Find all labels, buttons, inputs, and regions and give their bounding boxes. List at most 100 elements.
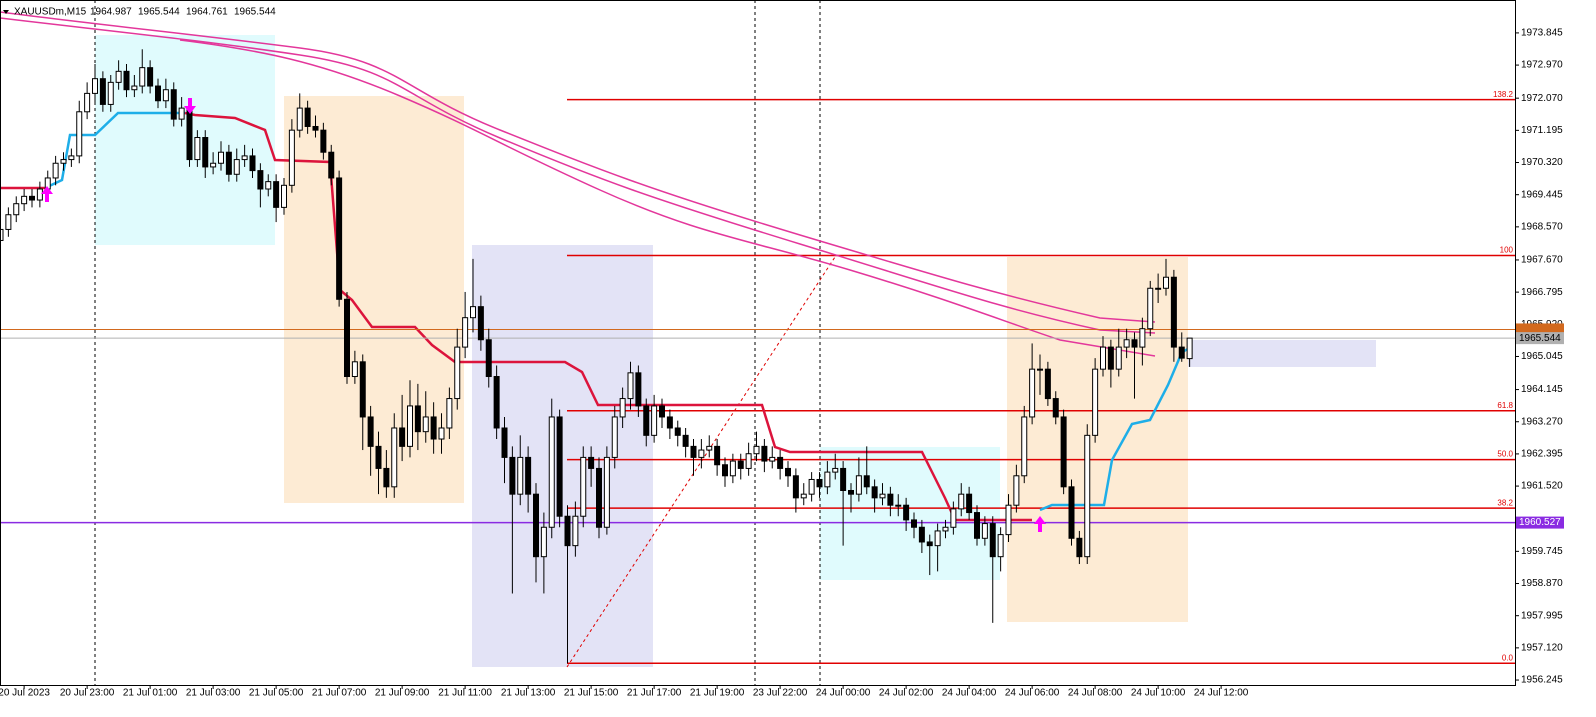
candle-body [792, 475, 799, 499]
ohlc-value: 1965.544 [138, 7, 180, 18]
candle-body [407, 405, 413, 447]
candle-body [462, 317, 469, 348]
menu-triangle [3, 10, 9, 14]
candle-body [580, 456, 587, 517]
y-tick-label: 1956.245 [1521, 675, 1563, 686]
candle-body [745, 453, 752, 469]
session-box [820, 447, 1000, 580]
buy-arrow [41, 186, 53, 202]
candle-body [950, 508, 957, 528]
candle-body [596, 467, 602, 528]
candle-body [903, 504, 910, 521]
candle-body [714, 445, 721, 466]
moving-average [0, 17, 1156, 334]
candle-body [926, 541, 933, 547]
candle-body [879, 493, 886, 499]
candle-body [603, 456, 610, 528]
y-tick-label: 1959.745 [1521, 546, 1563, 557]
candle-body [824, 471, 831, 488]
candle-body [249, 155, 256, 172]
candle-body [753, 445, 760, 455]
candle-body [540, 526, 547, 558]
candle-body [115, 70, 122, 83]
candle-body [981, 523, 988, 539]
candle-body [958, 493, 965, 510]
y-tick-label: 1963.270 [1521, 416, 1563, 427]
candle-body [1155, 287, 1162, 290]
candle-body [1029, 368, 1036, 418]
ohlc-value: 1965.544 [234, 7, 276, 18]
session-box [1007, 257, 1188, 622]
candle-body [351, 361, 358, 378]
x-tick-label: 24 Jul 00:00 [816, 688, 871, 699]
candle-body [572, 515, 579, 547]
candle-body [422, 416, 429, 433]
candle-body [611, 416, 618, 458]
candle-body [729, 460, 736, 477]
candle-body [68, 155, 75, 161]
candle-body [722, 464, 728, 477]
moving-average [179, 39, 1156, 357]
candle-body [273, 181, 280, 208]
candle-body [147, 67, 154, 87]
candle-body [619, 398, 626, 418]
candle-body [934, 530, 941, 547]
candle-body [1115, 346, 1122, 370]
x-tick-label: 24 Jul 06:00 [1005, 688, 1060, 699]
candle-body [769, 456, 776, 462]
candle-body [438, 427, 445, 440]
candle-body [887, 493, 894, 506]
candle-body [139, 67, 146, 87]
candle-body [525, 456, 532, 495]
x-tick-label: 20 Jul 23:00 [60, 688, 115, 699]
candle-body [682, 434, 689, 447]
fib-label: 0.0 [1502, 653, 1514, 662]
candle-body [832, 467, 839, 473]
candle-body [76, 111, 83, 157]
x-tick-label: 20 Jul 2023 [0, 688, 50, 699]
fib-trend-line [566, 256, 836, 668]
trailing-stop-line [184, 111, 1032, 522]
candle-body [1147, 287, 1154, 330]
candle-body [840, 467, 847, 491]
y-tick-label: 1962.395 [1521, 449, 1563, 460]
candle-body [265, 181, 272, 190]
x-tick-label: 21 Jul 13:00 [501, 688, 556, 699]
candle-body [1092, 368, 1099, 436]
candle-body [533, 493, 539, 558]
y-tick-label: 1972.070 [1521, 93, 1563, 104]
candle-body [1131, 339, 1138, 348]
candle-body [989, 523, 996, 558]
y-tick-label: 1971.195 [1521, 125, 1563, 136]
candle-body [548, 416, 555, 528]
x-tick-label: 24 Jul 04:00 [942, 688, 997, 699]
ohlc-value: 1964.761 [186, 7, 228, 18]
session-boxes [95, 35, 1376, 667]
candle-body [808, 478, 815, 495]
candle-body [1139, 328, 1146, 348]
candle-body [21, 195, 28, 205]
candle-body [1076, 537, 1083, 558]
candle-body [477, 306, 484, 341]
candle-body [210, 162, 217, 168]
symbol-label: XAUUSDm,M15 [14, 7, 87, 18]
y-tick-label: 1961.520 [1521, 481, 1563, 492]
candle-body [375, 445, 382, 469]
candle-body [1005, 504, 1012, 536]
candles [0, 49, 1193, 664]
candle-body [666, 416, 673, 429]
candle-body [997, 534, 1004, 558]
candle-body [635, 372, 642, 407]
bid-price-box [1516, 332, 1564, 345]
candle-body [501, 427, 508, 458]
candle-body [178, 107, 185, 120]
candle-body [60, 159, 67, 164]
x-tick-label: 23 Jul 22:00 [753, 688, 808, 699]
candle-body [155, 85, 161, 102]
candle-body [1052, 398, 1059, 418]
candle-body [5, 214, 12, 230]
candle-body [651, 405, 658, 436]
candle-body [509, 456, 516, 495]
plot-border [0, 0, 1516, 686]
